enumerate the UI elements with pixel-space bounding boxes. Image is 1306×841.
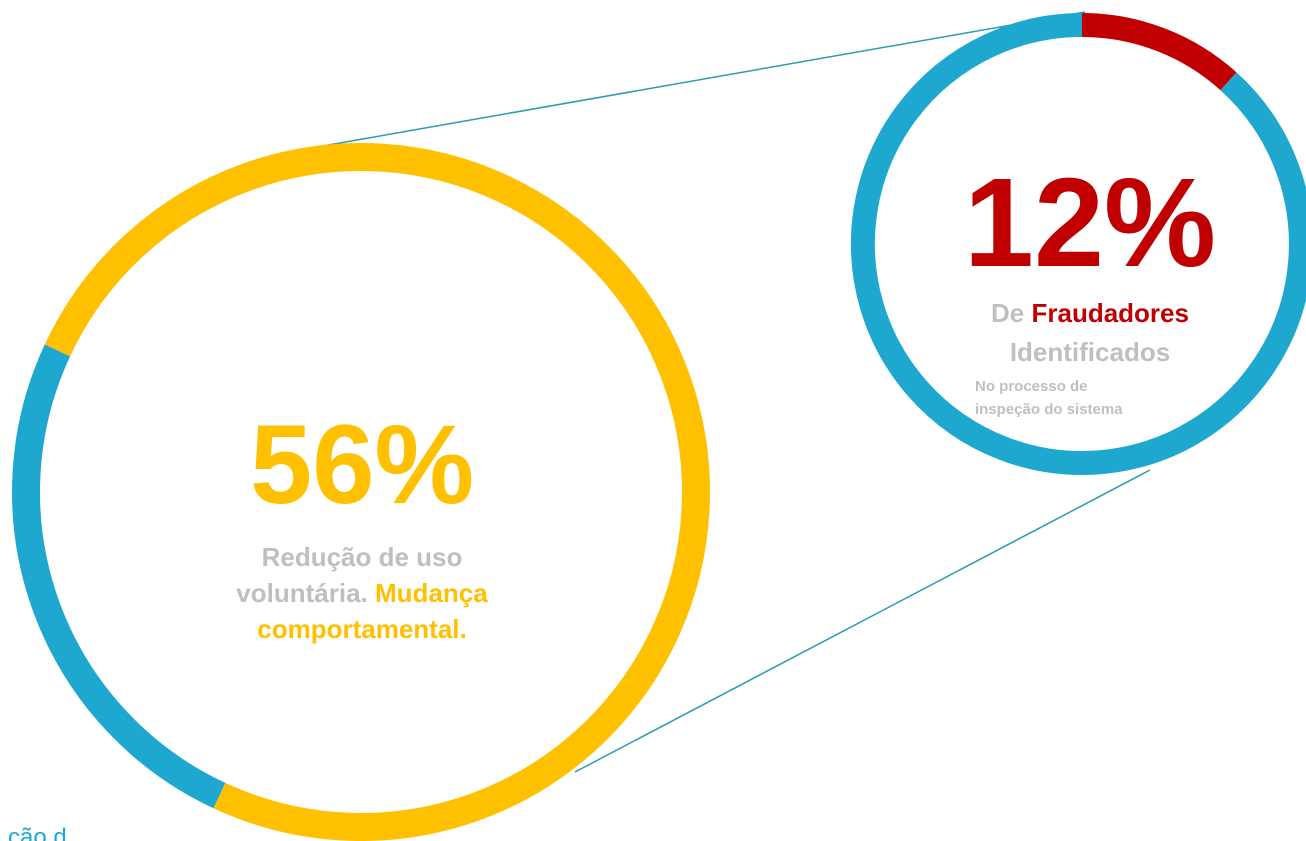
small-note: No processo de (975, 378, 1088, 395)
large-caption-line: Redução de uso (262, 542, 463, 572)
connector-line (299, 11, 1086, 151)
small-circle-fill (863, 25, 1301, 463)
large-ring-highlight (44, 143, 710, 841)
caption-highlight: Mudança (375, 578, 488, 608)
caption-text: voluntária. (236, 578, 367, 608)
caption-text: De (991, 298, 1024, 328)
small-ring-rest (850, 13, 1306, 475)
large-caption-line: voluntária. Mudança (236, 578, 488, 608)
large-caption-line: comportamental. (257, 614, 467, 644)
large-ring-rest (12, 344, 226, 809)
connector-line (574, 469, 1151, 773)
large-percent: 56% (250, 402, 474, 527)
large-circle-fill (26, 157, 696, 827)
caption-highlight: Fraudadores (1031, 298, 1189, 328)
small-caption-line: De Fraudadores (991, 298, 1189, 328)
small-note: inspeção do sistema (975, 401, 1123, 418)
small-caption-line: Identificados (1010, 337, 1170, 367)
small-percent: 12% (964, 152, 1216, 293)
small-ring-highlight (1081, 13, 1237, 91)
footer-fragment: ção d (8, 824, 67, 841)
